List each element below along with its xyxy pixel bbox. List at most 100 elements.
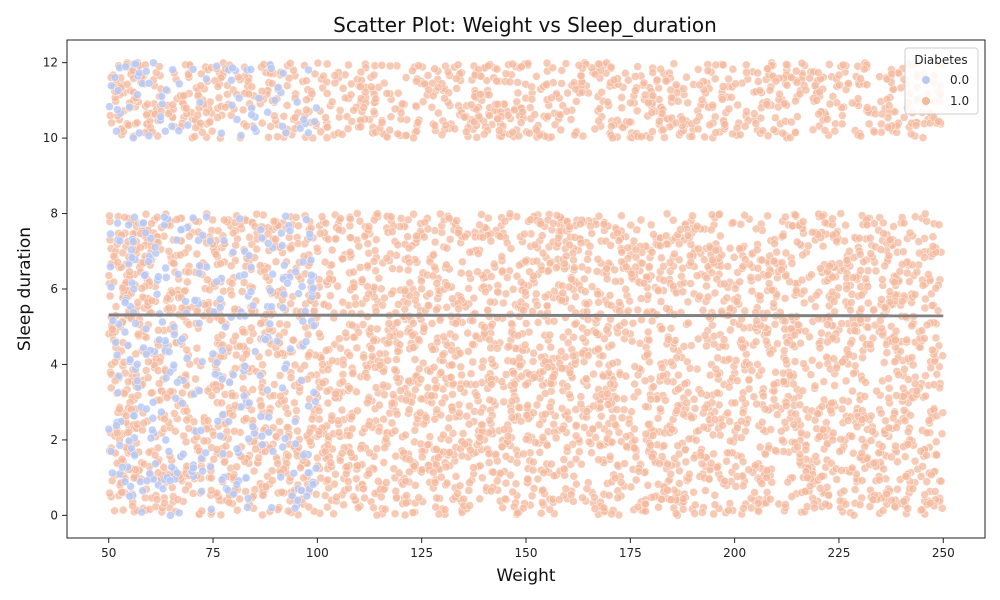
data-point — [379, 78, 389, 88]
data-point — [828, 435, 838, 445]
data-point — [514, 403, 524, 412]
data-point — [908, 360, 918, 370]
data-point — [655, 404, 665, 414]
data-point — [735, 130, 745, 140]
data-point — [841, 376, 851, 386]
data-point — [656, 297, 666, 306]
data-point — [649, 230, 658, 239]
data-point — [217, 330, 227, 340]
data-point — [646, 440, 655, 450]
data-point — [410, 355, 420, 364]
data-point — [700, 403, 710, 413]
data-point — [504, 341, 514, 351]
data-point — [419, 324, 429, 333]
data-point — [648, 431, 658, 440]
data-point — [759, 391, 768, 401]
data-point — [657, 324, 667, 334]
data-point — [583, 351, 593, 360]
data-point — [182, 345, 191, 355]
data-point — [877, 295, 886, 304]
data-point — [565, 240, 574, 250]
data-point — [305, 427, 315, 437]
data-point — [625, 117, 634, 127]
data-point — [506, 244, 516, 253]
data-point — [408, 508, 418, 517]
data-point — [212, 385, 221, 395]
data-point — [824, 491, 834, 500]
data-point — [477, 210, 486, 219]
data-point — [787, 492, 797, 501]
data-point — [738, 408, 748, 418]
data-point — [724, 505, 733, 515]
data-point — [920, 490, 929, 500]
data-point — [916, 472, 926, 481]
data-point — [798, 386, 808, 396]
data-point — [653, 286, 663, 296]
data-point — [258, 360, 267, 370]
data-point — [321, 113, 330, 122]
data-point — [409, 209, 418, 219]
data-point — [331, 469, 340, 479]
data-point — [612, 405, 622, 414]
data-point — [452, 84, 462, 93]
data-point — [869, 458, 879, 468]
data-point — [667, 424, 677, 434]
data-point — [820, 218, 830, 228]
data-point — [393, 318, 402, 327]
data-point — [164, 109, 173, 118]
data-point — [630, 86, 640, 95]
data-point — [890, 502, 900, 511]
data-point — [170, 409, 179, 418]
data-point — [442, 243, 452, 253]
data-point — [311, 489, 321, 499]
data-point — [110, 357, 120, 367]
data-point — [900, 416, 910, 426]
data-point — [427, 319, 437, 328]
data-point — [518, 107, 528, 117]
data-point — [778, 231, 788, 241]
data-point — [726, 325, 735, 335]
data-point — [629, 236, 639, 246]
data-point — [203, 416, 213, 425]
data-point — [522, 410, 532, 420]
data-point — [893, 457, 902, 467]
data-point — [738, 343, 748, 353]
data-point — [902, 335, 912, 345]
data-point — [622, 442, 631, 451]
data-point — [271, 431, 281, 441]
data-point — [918, 133, 928, 142]
data-point — [725, 417, 735, 426]
data-point — [791, 210, 800, 220]
data-point — [662, 304, 671, 313]
data-point — [778, 128, 788, 138]
data-point — [322, 59, 332, 69]
data-point — [307, 89, 317, 99]
data-point — [323, 475, 333, 485]
data-point — [233, 505, 242, 515]
data-point — [838, 357, 848, 367]
data-point — [334, 334, 344, 344]
data-point — [815, 432, 824, 441]
data-point — [527, 491, 537, 501]
data-point — [290, 360, 300, 370]
data-point — [404, 376, 413, 386]
data-point — [147, 296, 157, 306]
data-point — [862, 220, 872, 230]
data-point — [476, 407, 486, 417]
data-point — [690, 500, 700, 510]
data-point — [878, 275, 887, 284]
data-point — [666, 495, 676, 504]
data-point — [105, 291, 115, 301]
data-point — [182, 103, 191, 113]
data-point — [423, 301, 433, 310]
data-point — [117, 487, 126, 497]
data-point — [521, 287, 530, 297]
data-point — [244, 89, 254, 99]
data-point — [542, 440, 552, 450]
data-point — [546, 342, 556, 352]
data-point — [557, 295, 567, 305]
data-point — [477, 362, 487, 372]
data-point — [763, 64, 772, 73]
data-point — [848, 386, 857, 396]
data-point — [593, 254, 603, 264]
